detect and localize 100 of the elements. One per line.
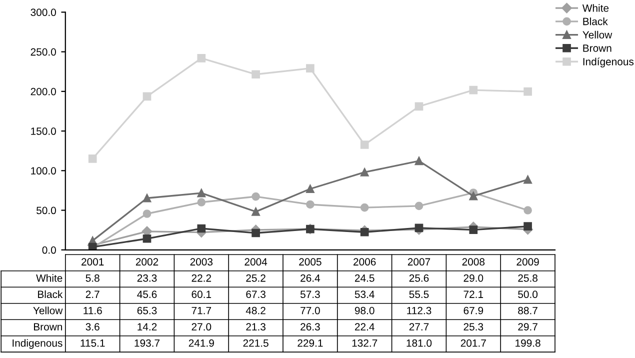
point: [360, 228, 369, 236]
point: [197, 198, 206, 206]
data-label: 5.8: [86, 274, 100, 282]
text: Brown: [34, 323, 62, 331]
data-label: 22.4: [354, 323, 374, 330]
point: [524, 175, 532, 184]
x-tick-label: 2007: [408, 258, 430, 266]
legend-label: Brown: [583, 44, 612, 52]
data-label: 26.3: [300, 323, 320, 331]
data-label: 57.3: [300, 290, 320, 298]
legend-label: White: [582, 4, 609, 12]
x-tick-label: 2006: [354, 258, 376, 266]
x-tick-label: 2005: [299, 258, 322, 266]
data-label: 65.3: [137, 306, 157, 314]
legend-label: Black: [583, 18, 608, 26]
point: [252, 208, 260, 216]
point: [252, 192, 260, 201]
data-label: 21.3: [246, 323, 266, 331]
point: [197, 188, 206, 198]
point: [469, 86, 478, 94]
point: [306, 64, 314, 73]
data-label: 221.5: [243, 339, 268, 347]
data-label: 60.1: [192, 290, 212, 298]
point: [142, 210, 152, 218]
point: [142, 194, 152, 202]
point: [142, 234, 152, 243]
point: [524, 87, 532, 96]
data-label: 77.0: [300, 306, 320, 314]
data-label: 241.9: [188, 339, 214, 347]
data-label: 229.1: [298, 339, 323, 347]
data-label: 55.5: [409, 290, 429, 298]
data-label: 3.6: [86, 323, 100, 331]
point: [414, 202, 424, 210]
y-tick-label: 300.0: [30, 8, 56, 16]
point: [88, 154, 97, 163]
point: [524, 222, 532, 231]
data-label: 22.2: [192, 274, 212, 282]
point: [524, 206, 532, 214]
text: Yellow: [33, 306, 63, 314]
data-label: 193.7: [134, 339, 160, 347]
data-label: 29.0: [464, 274, 484, 282]
data-label: 71.7: [192, 307, 212, 314]
data-label: 25.8: [518, 274, 538, 282]
data-label: 112.3: [407, 306, 432, 314]
text: White: [36, 274, 62, 282]
point: [142, 92, 152, 101]
point: [360, 140, 369, 149]
y-tick-label: 200.0: [30, 88, 56, 96]
y-tick-label: 0.0: [42, 246, 56, 254]
x-tick-label: 2009: [516, 258, 539, 266]
point: [306, 184, 314, 194]
data-label: 27.0: [192, 323, 212, 331]
data-label: 72.1: [464, 290, 484, 298]
point: [306, 200, 314, 209]
point: [414, 224, 424, 232]
data-label: 50.0: [518, 290, 538, 298]
x-tick-label: 2002: [136, 258, 158, 266]
data-label: 25.6: [409, 274, 429, 282]
point: [414, 102, 424, 111]
point: [252, 70, 260, 79]
data-label: 115.1: [80, 340, 105, 347]
point: [469, 192, 478, 200]
data-label: 199.8: [516, 339, 540, 347]
point: [197, 54, 206, 62]
x-tick-label: 2004: [244, 258, 268, 266]
data-label: 23.3: [137, 274, 157, 282]
data-label: 67.3: [246, 290, 266, 298]
data-label: 67.9: [464, 306, 484, 314]
x-tick-label: 2001: [82, 258, 104, 266]
point: [360, 203, 369, 212]
data-label: 181.0: [406, 339, 432, 347]
data-label: 98.0: [354, 306, 374, 314]
point: [252, 228, 260, 238]
data-label: 24.5: [354, 274, 374, 282]
data-label: 14.2: [138, 323, 157, 330]
text: Indigenous: [12, 339, 62, 349]
point: [414, 156, 424, 166]
data-label: 53.4: [354, 290, 374, 298]
data-label: 132.7: [352, 339, 378, 347]
point: [360, 168, 369, 176]
point: [469, 226, 478, 234]
text: Black: [38, 290, 63, 298]
data-label: 88.7: [518, 306, 538, 314]
data-label: 25.2: [246, 274, 266, 282]
data-label: 27.7: [409, 323, 429, 330]
x-tick-label: 2003: [190, 258, 213, 266]
x-tick-label: 2008: [462, 258, 485, 266]
data-label: 11.6: [84, 306, 102, 314]
data-label: 201.7: [460, 339, 486, 347]
y-tick-label: 250.0: [30, 48, 56, 56]
data-label: 29.7: [518, 323, 538, 331]
y-tick-label: 150.0: [31, 128, 56, 135]
y-tick-label: 50.0: [36, 206, 56, 214]
legend-label: Yellow: [582, 30, 612, 39]
data-label: 25.3: [464, 323, 484, 331]
point: [197, 224, 206, 233]
data-label: 45.6: [137, 290, 157, 298]
data-label: 2.7: [86, 290, 100, 298]
legend-label: Indígenous: [583, 58, 634, 68]
y-tick-label: 100.0: [31, 167, 56, 175]
